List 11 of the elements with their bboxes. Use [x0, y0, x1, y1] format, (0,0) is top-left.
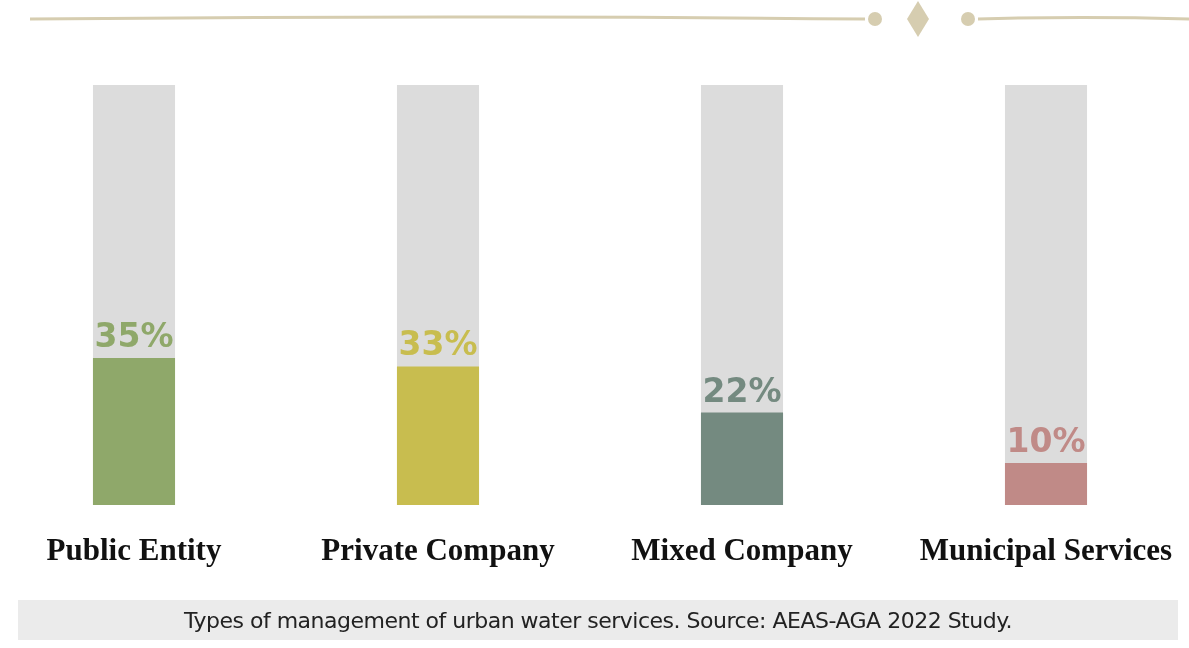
x-tick-label: Mixed Company	[631, 531, 854, 567]
text: Types of management of urban water services. Source: AEAS-AGA 2022 Study.	[18, 600, 1178, 640]
data-label: 33%	[398, 324, 478, 364]
x-tick-label: Public Entity	[46, 531, 222, 567]
data-label: 35%	[94, 316, 174, 355]
x-tick-label: Municipal Services	[919, 531, 1173, 567]
data-label: 22%	[702, 370, 782, 410]
data-label: 10%	[1006, 421, 1086, 460]
x-tick-label: Private Company	[321, 531, 556, 567]
bar	[700, 412, 784, 505]
bar	[1004, 463, 1088, 505]
